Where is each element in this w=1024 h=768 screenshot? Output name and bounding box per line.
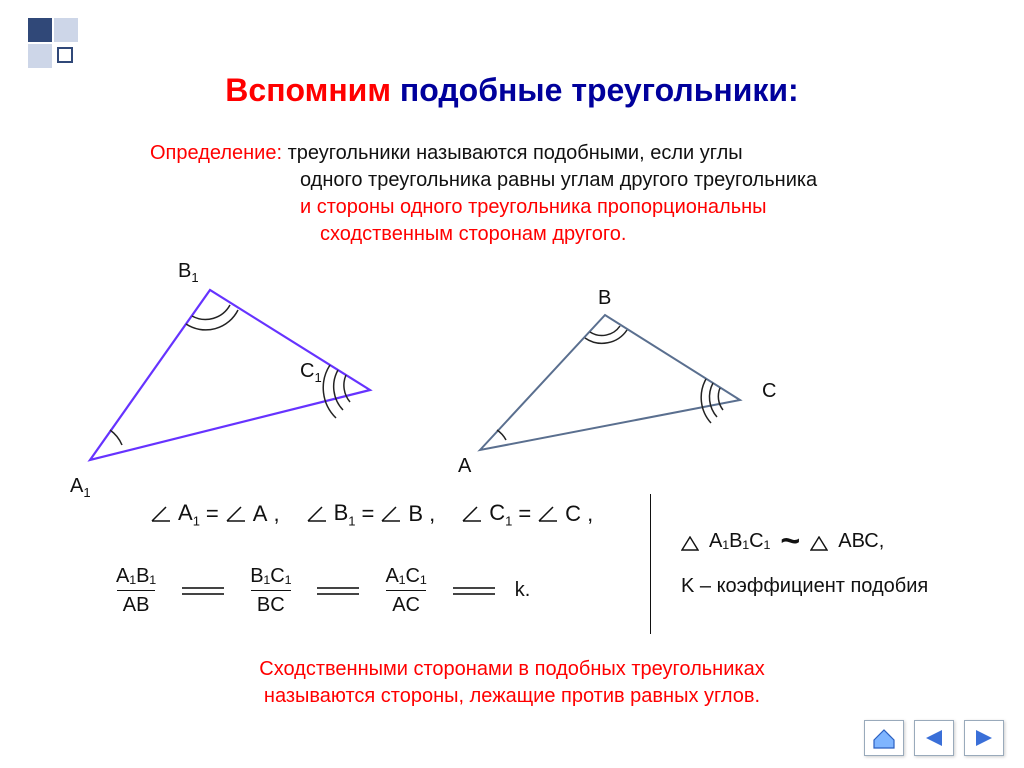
fraction-2: B₁C₁ BC xyxy=(244,564,297,617)
angle-icon xyxy=(537,505,559,523)
footer-line-1: Сходственными сторонами в подобных треуг… xyxy=(10,656,1014,683)
footer-note: Сходственными сторонами в подобных треуг… xyxy=(10,656,1014,710)
label-a: А xyxy=(458,455,471,478)
nav-prev-button[interactable] xyxy=(914,720,954,756)
triangles-area: В1 С1 А1 В С А xyxy=(70,260,970,480)
triangle-icon xyxy=(810,534,828,549)
similarity-statement: А₁В₁С₁ ~ АВС, xyxy=(681,530,928,553)
angle-icon xyxy=(150,505,172,523)
equals-icon xyxy=(182,584,224,598)
k-value: k. xyxy=(515,579,531,602)
footer-line-2: называются стороны, лежащие против равны… xyxy=(10,683,1014,710)
similar-icon: ~ xyxy=(780,531,800,551)
fraction-3: A₁C₁ AC xyxy=(379,564,432,617)
slide-content: Вспомним подобные треугольники: Определе… xyxy=(10,10,1014,758)
title-word-2: подобные треугольники: xyxy=(400,72,799,108)
angle-icon xyxy=(461,505,483,523)
definition-line-4: сходственным сторонам другого. xyxy=(150,223,626,245)
label-b1: В1 xyxy=(178,260,199,285)
label-c1: С1 xyxy=(300,360,322,385)
label-c: С xyxy=(762,380,776,403)
navigation-buttons xyxy=(864,720,1004,756)
label-b: В xyxy=(598,287,611,310)
angle-equalities: А1 = А, В1 = В, С1 = С, xyxy=(150,500,593,528)
angle-icon xyxy=(225,505,247,523)
angle-icon xyxy=(380,505,402,523)
equals-icon xyxy=(317,584,359,598)
label-a1: А1 xyxy=(70,475,91,500)
nav-next-button[interactable] xyxy=(964,720,1004,756)
fraction-1: A₁B₁ AB xyxy=(110,564,162,617)
definition-line-3: и стороны одного треугольника пропорцион… xyxy=(150,196,767,218)
triangle-icon xyxy=(681,534,699,549)
formulas-block: А1 = А, В1 = В, С1 = С, A₁B₁ AB B₁C₁ xyxy=(110,500,940,670)
slide-title: Вспомним подобные треугольники: xyxy=(10,72,1014,109)
equals-icon xyxy=(453,584,495,598)
title-word-1: Вспомним xyxy=(225,72,391,108)
nav-home-button[interactable] xyxy=(864,720,904,756)
definition-block: Определение: треугольники называются под… xyxy=(150,140,817,248)
ratio-equalities: A₁B₁ AB B₁C₁ BC A₁C₁ AC k. xyxy=(110,564,530,617)
definition-label: Определение: xyxy=(150,142,282,164)
definition-line-2: одного треугольника равны углам другого … xyxy=(150,169,817,191)
triangle-1-svg xyxy=(70,270,400,480)
triangle-2-svg xyxy=(460,300,770,470)
definition-line-1: треугольники называются подобными, если … xyxy=(282,142,743,164)
similarity-box: А₁В₁С₁ ~ АВС, K – коэффициент подобия xyxy=(650,494,928,634)
coefficient-label: K – коэффициент подобия xyxy=(681,575,928,598)
angle-icon xyxy=(306,505,328,523)
